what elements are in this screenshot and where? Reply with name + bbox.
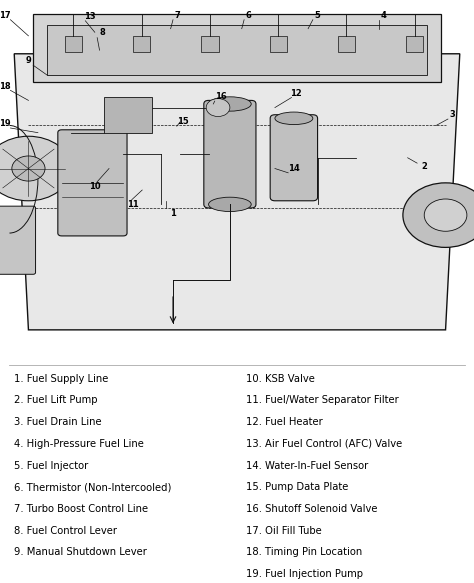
- Text: 8. Fuel Control Lever: 8. Fuel Control Lever: [14, 526, 117, 536]
- Ellipse shape: [209, 97, 251, 111]
- Text: 13: 13: [84, 12, 96, 20]
- Polygon shape: [33, 15, 441, 82]
- Text: 13. Air Fuel Control (AFC) Valve: 13. Air Fuel Control (AFC) Valve: [246, 439, 403, 449]
- Text: 6. Thermistor (Non-Intercooled): 6. Thermistor (Non-Intercooled): [14, 482, 172, 492]
- Text: 4. High-Pressure Fuel Line: 4. High-Pressure Fuel Line: [14, 439, 144, 449]
- Polygon shape: [14, 54, 460, 330]
- Bar: [133, 36, 150, 52]
- Text: 2: 2: [421, 162, 427, 171]
- Text: 7: 7: [175, 10, 181, 20]
- Text: 10: 10: [89, 182, 100, 191]
- Text: 18: 18: [0, 82, 10, 90]
- Circle shape: [403, 183, 474, 247]
- Text: 4: 4: [381, 10, 387, 20]
- Bar: [47, 25, 427, 75]
- Text: 17: 17: [0, 10, 10, 20]
- Text: 1: 1: [170, 209, 176, 218]
- Bar: [270, 36, 287, 52]
- Text: 3: 3: [450, 110, 456, 120]
- Circle shape: [424, 199, 467, 231]
- Text: 9: 9: [26, 57, 31, 65]
- FancyBboxPatch shape: [58, 130, 127, 236]
- Circle shape: [12, 156, 45, 181]
- Text: 3. Fuel Drain Line: 3. Fuel Drain Line: [14, 417, 102, 427]
- Text: 16. Shutoff Solenoid Valve: 16. Shutoff Solenoid Valve: [246, 504, 378, 514]
- FancyBboxPatch shape: [0, 206, 36, 274]
- Text: 15. Pump Data Plate: 15. Pump Data Plate: [246, 482, 349, 492]
- FancyBboxPatch shape: [270, 115, 318, 201]
- Text: 6: 6: [246, 10, 252, 20]
- Text: 11. Fuel/Water Separator Filter: 11. Fuel/Water Separator Filter: [246, 395, 399, 405]
- Text: 12: 12: [291, 89, 302, 98]
- Text: 18. Timing Pin Location: 18. Timing Pin Location: [246, 547, 363, 557]
- Text: 19. Fuel Injection Pump: 19. Fuel Injection Pump: [246, 569, 364, 579]
- Circle shape: [206, 99, 230, 117]
- Text: 14. Water-In-Fuel Sensor: 14. Water-In-Fuel Sensor: [246, 461, 369, 470]
- Text: 11: 11: [127, 200, 138, 209]
- Bar: [201, 36, 219, 52]
- Circle shape: [0, 136, 71, 201]
- Text: 19: 19: [0, 119, 10, 128]
- Text: 12. Fuel Heater: 12. Fuel Heater: [246, 417, 323, 427]
- Text: 5: 5: [315, 10, 320, 20]
- Bar: [104, 97, 152, 133]
- Ellipse shape: [275, 112, 313, 125]
- Text: 9. Manual Shutdown Lever: 9. Manual Shutdown Lever: [14, 547, 147, 557]
- Text: 17. Oil Fill Tube: 17. Oil Fill Tube: [246, 526, 322, 536]
- Text: 15: 15: [177, 117, 188, 127]
- Text: 10. KSB Valve: 10. KSB Valve: [246, 374, 315, 384]
- Text: 7. Turbo Boost Control Line: 7. Turbo Boost Control Line: [14, 504, 148, 514]
- Text: 1. Fuel Supply Line: 1. Fuel Supply Line: [14, 374, 109, 384]
- Text: 5. Fuel Injector: 5. Fuel Injector: [14, 461, 89, 470]
- Bar: [406, 36, 423, 52]
- Text: 8: 8: [99, 28, 105, 37]
- Bar: [65, 36, 82, 52]
- Ellipse shape: [209, 197, 251, 212]
- FancyBboxPatch shape: [204, 100, 256, 208]
- Text: 16: 16: [215, 92, 226, 101]
- Bar: [338, 36, 355, 52]
- Text: 14: 14: [288, 164, 300, 173]
- Text: 2. Fuel Lift Pump: 2. Fuel Lift Pump: [14, 395, 98, 405]
